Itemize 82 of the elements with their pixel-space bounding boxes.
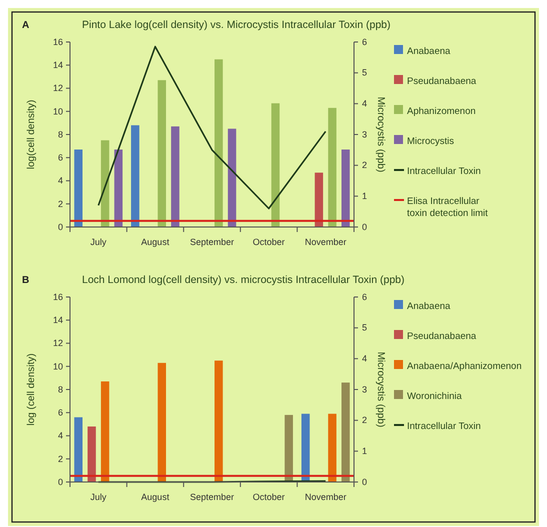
bar <box>328 108 336 227</box>
x-tick-label: August <box>141 237 170 247</box>
bar <box>301 414 310 482</box>
y-tick-label: 12 <box>52 338 63 348</box>
bar <box>100 381 110 482</box>
y-tick-label: 8 <box>58 129 63 140</box>
x-tick-label: September <box>190 237 234 247</box>
bar <box>88 426 96 482</box>
y2-tick-label: 5 <box>362 68 368 78</box>
y2-tick-label: 6 <box>362 292 368 302</box>
chart-title: Loch Lomond log(cell density) vs. microcystis Intracellular Toxin (ppb) <box>82 274 405 286</box>
x-tick-label: November <box>304 492 346 502</box>
legend-label: Elisa Intracellular toxin detection limit <box>407 196 488 219</box>
bar <box>74 417 83 482</box>
legend-label: Anabaena <box>407 301 452 312</box>
y2-tick-label: 0 <box>362 222 368 232</box>
y2-tick-label: 0 <box>362 476 368 487</box>
legend-label: Woronichinia <box>407 391 462 402</box>
y-tick-label: 2 <box>58 198 63 209</box>
legend-label: Pseudanabaena <box>407 331 477 342</box>
y2-tick-label: 1 <box>362 446 368 456</box>
x-tick-label: July <box>90 492 107 502</box>
x-tick-label: October <box>252 492 285 502</box>
bar <box>131 125 140 227</box>
bar <box>171 126 180 227</box>
text: A <box>22 20 30 31</box>
y-tick-label: 0 <box>58 222 63 232</box>
legend-label: Aphanizomenon <box>407 106 476 117</box>
x-tick-label: September <box>190 492 234 502</box>
chart-title: Pinto Lake log(cell density) vs. Microcystis Intracellular Toxin (ppb) <box>82 19 391 31</box>
legend-label: Anabaena/Aphanizomenon <box>407 361 522 372</box>
y2-axis-title: Microcystis (ppb) <box>375 352 386 428</box>
bar <box>314 172 324 227</box>
line-series <box>98 46 326 210</box>
bar <box>74 150 83 227</box>
bar <box>228 128 236 227</box>
y-tick-label: 14 <box>52 315 63 326</box>
legend-label: Microcystis <box>407 136 454 147</box>
y-tick-label: 4 <box>58 176 63 186</box>
bar <box>328 414 336 482</box>
x-tick-label: August <box>141 492 170 502</box>
y-tick-label: 2 <box>58 454 63 464</box>
bar <box>341 150 350 227</box>
bar <box>214 59 223 227</box>
legend-label: Intracellular Toxin <box>407 421 481 432</box>
y-tick-label: 0 <box>58 476 63 487</box>
y-tick-label: 6 <box>58 408 63 418</box>
legend-label: Anabaena <box>407 46 452 57</box>
y2-axis-title: Microcystis (ppb) <box>375 96 386 172</box>
y2-tick-label: 2 <box>362 415 368 426</box>
bar <box>158 80 166 227</box>
y-axis-title: log(cell density) <box>26 100 37 170</box>
bar <box>114 150 123 227</box>
y2-tick-label: 6 <box>362 36 368 47</box>
y-tick-label: 12 <box>52 83 63 94</box>
y2-tick-label: 5 <box>362 322 368 333</box>
y-tick-label: 14 <box>52 60 63 70</box>
bar <box>284 414 293 482</box>
y-tick-label: 10 <box>52 361 63 372</box>
y-tick-label: 6 <box>58 152 63 163</box>
y2-tick-label: 4 <box>362 354 368 364</box>
y-tick-label: 16 <box>52 36 63 47</box>
y2-tick-label: 1 <box>362 191 368 202</box>
text: B <box>22 275 30 286</box>
legend-label: Pseudanabaena <box>407 76 477 87</box>
x-tick-label: July <box>90 237 107 247</box>
legend-label: Intracellular Toxin <box>407 166 481 177</box>
y2-tick-label: 4 <box>362 98 368 109</box>
y-tick-label: 10 <box>52 106 63 116</box>
bar <box>271 103 280 227</box>
x-tick-label: October <box>252 237 285 247</box>
y2-tick-label: 3 <box>362 384 368 394</box>
y2-tick-label: 3 <box>362 129 368 140</box>
y-tick-label: 8 <box>58 384 63 394</box>
y-tick-label: 4 <box>58 430 63 441</box>
bar <box>341 382 350 482</box>
y-tick-label: 16 <box>52 292 63 302</box>
x-tick-label: November <box>304 237 346 247</box>
y-axis-title: log (cell density) <box>26 353 37 426</box>
bar <box>214 360 223 482</box>
y2-tick-label: 2 <box>362 160 368 170</box>
bar <box>158 362 166 482</box>
